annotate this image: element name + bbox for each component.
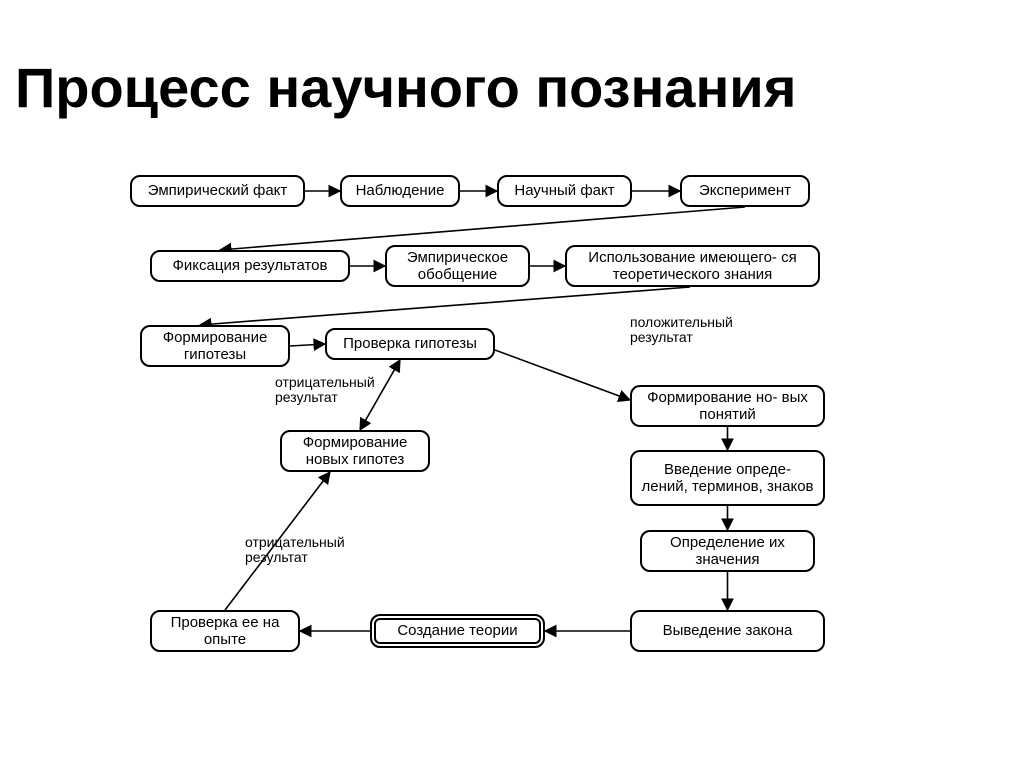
node-form_hypothesis: Формирование гипотезы	[140, 325, 290, 367]
node-form_concepts: Формирование но- вых понятий	[630, 385, 825, 427]
node-create_theory: Создание теории	[370, 614, 545, 648]
node-check_hypothesis: Проверка гипотезы	[325, 328, 495, 360]
label-neg_result_2: отрицательный результат	[245, 535, 405, 566]
node-derive_law: Выведение закона	[630, 610, 825, 652]
node-emp_generalization: Эмпирическое обобщение	[385, 245, 530, 287]
edge-experiment-fixation	[220, 207, 745, 250]
node-check_exp: Проверка ее на опыте	[150, 610, 300, 652]
label-neg_result_1: отрицательный результат	[275, 375, 435, 406]
edge-check_hypothesis-form_concepts	[495, 350, 630, 400]
node-fixation: Фиксация результатов	[150, 250, 350, 282]
edge-form_hypothesis-check_hypothesis	[290, 344, 325, 346]
node-scientific_fact: Научный факт	[497, 175, 632, 207]
node-intro_defs: Введение опреде- лений, терминов, знаков	[630, 450, 825, 506]
node-observation: Наблюдение	[340, 175, 460, 207]
node-experiment: Эксперимент	[680, 175, 810, 207]
node-empirical_fact: Эмпирический факт	[130, 175, 305, 207]
node-def_meaning: Определение их значения	[640, 530, 815, 572]
page-title: Процесс научного познания	[15, 55, 796, 120]
node-use_theory: Использование имеющего- ся теоретическог…	[565, 245, 820, 287]
edge-use_theory-form_hypothesis	[200, 287, 690, 325]
node-form_new_hyp: Формирование новых гипотез	[280, 430, 430, 472]
label-pos_result: положительный результат	[630, 315, 790, 346]
